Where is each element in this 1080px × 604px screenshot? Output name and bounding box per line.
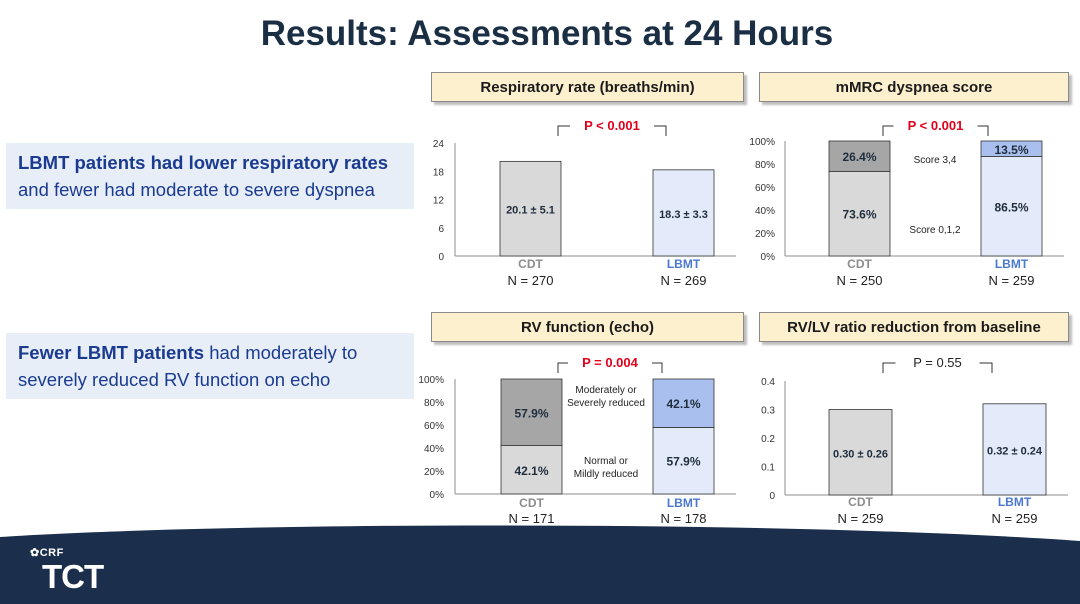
resp-y-tick-label: 0: [438, 252, 444, 263]
rv-y-tick-label: 0%: [430, 490, 445, 501]
rvlv-n-label: N = 259: [992, 511, 1038, 526]
resp-y-tick-label: 6: [438, 224, 444, 235]
callout-bold: Fewer LBMT patients: [18, 342, 205, 363]
resp-p-value: P < 0.001: [584, 118, 640, 133]
resp-n-label: N = 270: [508, 273, 554, 288]
rvlv-bar-cdt: [828, 409, 893, 496]
resp-y-tick-label: 18: [433, 167, 445, 178]
rvlv-y-tick-label: 0.3: [761, 406, 775, 417]
mmrc-n-label: N = 250: [837, 273, 883, 288]
mmrc-value-label: 26.4%: [842, 150, 876, 164]
rv-y-tick-label: 80%: [424, 398, 444, 409]
mmrc-y-tick-label: 40%: [755, 206, 775, 217]
footer-band: [0, 525, 1080, 604]
mmrc-y-tick-label: 60%: [755, 183, 775, 194]
rv-category-label: CDT: [519, 496, 544, 510]
rv-bar-cdt-lower: [500, 445, 563, 495]
rv-bar-lbmt-upper: [652, 378, 715, 428]
mmrc-n-label: N = 259: [989, 273, 1035, 288]
mmrc-bar-cdt-lower: [828, 170, 891, 257]
mmrc-category-label: LBMT: [995, 257, 1029, 271]
crf-logo: ✿CRF: [30, 547, 64, 559]
mmrc-y-tick-label: 100%: [749, 137, 775, 148]
callout-text: had moderately to severely reduced RV fu…: [18, 342, 358, 390]
resp-p-bracket: [557, 125, 667, 136]
mmrc-p-value: P < 0.001: [908, 118, 964, 133]
rv-n-label: N = 178: [661, 511, 707, 526]
rv-series-label: Severely reduced: [567, 398, 645, 409]
rv-y-tick-label: 20%: [424, 467, 444, 478]
rv-category-label: LBMT: [667, 496, 701, 510]
rv-value-label: 57.9%: [514, 406, 548, 420]
mmrc-series-label: Score 3,4: [914, 155, 957, 166]
panel-title-mmrc: mMRC dyspnea score: [759, 72, 1069, 102]
rv-value-label: 42.1%: [666, 397, 700, 411]
mmrc-category-label: CDT: [847, 257, 872, 271]
rvlv-y-tick-label: 0.1: [761, 463, 775, 474]
rvlv-category-label: LBMT: [998, 495, 1032, 509]
rv-series-label: Normal or: [584, 456, 629, 467]
mmrc-value-label: 13.5%: [994, 143, 1028, 157]
rv-p-bracket: [557, 362, 663, 373]
rv-y-tick-label: 40%: [424, 444, 444, 455]
rv-n-label: N = 171: [509, 511, 555, 526]
rvlv-y-tick-label: 0.4: [761, 377, 775, 388]
panel-title-rv-function: RV function (echo): [431, 312, 744, 342]
tct-logo: TCT: [42, 558, 104, 595]
rvlv-value-label: 0.32 ± 0.24: [987, 445, 1043, 457]
mmrc-p-bracket: [882, 125, 989, 136]
rv-series-label: Moderately or: [575, 385, 637, 396]
mmrc-y-tick-label: 0%: [761, 252, 776, 263]
rv-y-tick-label: 100%: [418, 375, 444, 386]
mmrc-value-label: 73.6%: [842, 208, 876, 222]
resp-y-tick-label: 12: [433, 196, 445, 207]
rv-series-label: Mildly reduced: [574, 469, 638, 480]
panel-title-respiratory: Respiratory rate (breaths/min): [431, 72, 744, 102]
mmrc-bar-lbmt-upper: [980, 140, 1043, 157]
callout-rv-function: Fewer LBMT patients had moderately to se…: [6, 333, 414, 399]
resp-category-label: CDT: [518, 257, 543, 271]
rv-value-label: 57.9%: [666, 455, 700, 469]
callout-bold: LBMT patients had lower respiratory rate…: [18, 152, 389, 173]
rvlv-y-tick-label: 0.2: [761, 434, 775, 445]
callout-respiratory: LBMT patients had lower respiratory rate…: [6, 143, 414, 209]
resp-category-label: LBMT: [667, 257, 701, 271]
rvlv-p-value: P = 0.55: [913, 355, 962, 370]
mmrc-bar-lbmt-lower: [980, 156, 1043, 257]
resp-value-label: 20.1 ± 5.1: [506, 205, 555, 217]
rvlv-p-bracket: [882, 362, 993, 373]
rvlv-bar-lbmt: [982, 403, 1047, 496]
resp-bar-cdt: [499, 160, 562, 257]
rv-bar-cdt-upper: [500, 378, 563, 446]
mmrc-value-label: 86.5%: [994, 200, 1028, 214]
resp-y-tick-label: 24: [433, 139, 445, 150]
footer-wave: [0, 525, 1080, 604]
resp-value-label: 18.3 ± 3.3: [659, 209, 708, 221]
rvlv-n-label: N = 259: [838, 511, 884, 526]
rvlv-y-tick-label: 0: [769, 491, 775, 502]
rvlv-value-label: 0.30 ± 0.26: [833, 448, 888, 460]
callout-text: and fewer had moderate to severe dyspnea: [18, 179, 375, 200]
rv-value-label: 42.1%: [514, 464, 548, 478]
mmrc-y-tick-label: 80%: [755, 160, 775, 171]
resp-bar-lbmt: [652, 169, 715, 257]
panel-title-rvlv: RV/LV ratio reduction from baseline: [759, 312, 1069, 342]
rv-bar-lbmt-lower: [652, 427, 715, 495]
slide-title: Results: Assessments at 24 Hours: [260, 14, 834, 53]
mmrc-bar-cdt-upper: [828, 140, 891, 172]
mmrc-series-label: Score 0,1,2: [909, 225, 961, 236]
mmrc-y-tick-label: 20%: [755, 229, 775, 240]
rv-p-value: P = 0.004: [582, 355, 639, 370]
rv-y-tick-label: 60%: [424, 421, 444, 432]
rvlv-category-label: CDT: [848, 495, 873, 509]
resp-n-label: N = 269: [661, 273, 707, 288]
